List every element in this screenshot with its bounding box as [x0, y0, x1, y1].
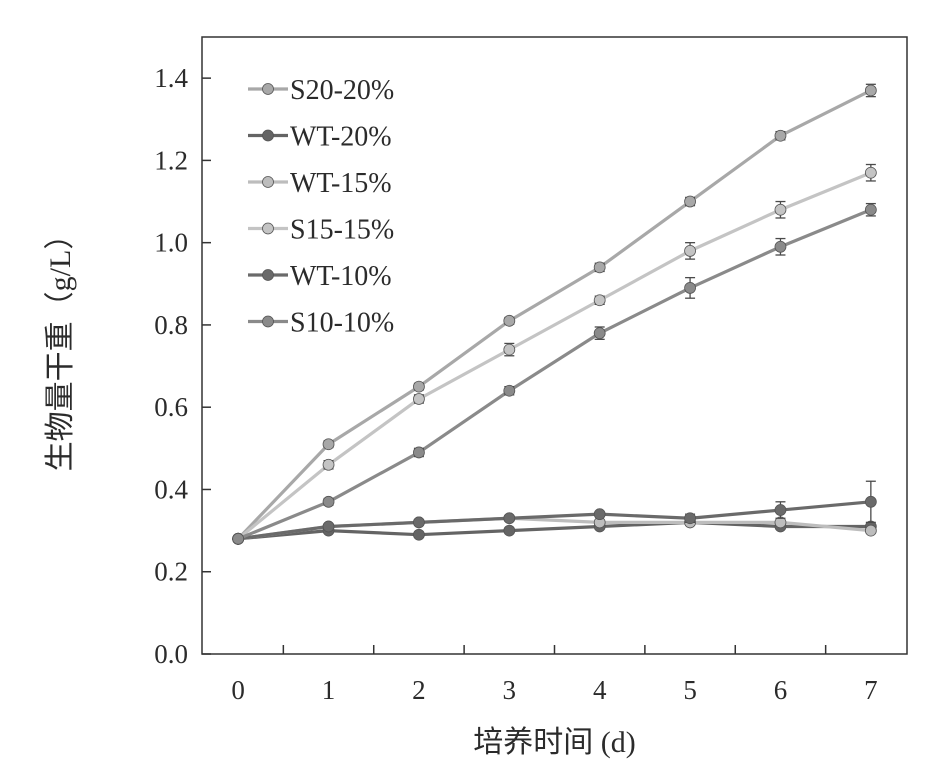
data-point	[594, 328, 605, 339]
legend-item: S20-20%	[248, 75, 394, 106]
legend-label: WT-20%	[290, 122, 392, 153]
data-point	[685, 282, 696, 293]
data-point	[323, 459, 334, 470]
data-point	[323, 496, 334, 507]
y-tick-label: 0.0	[154, 639, 188, 669]
legend-item: S10-10%	[248, 308, 394, 339]
x-tick-label: 7	[864, 675, 878, 705]
legend-swatch-marker	[263, 270, 274, 281]
data-point	[413, 381, 424, 392]
y-tick-label: 0.4	[154, 474, 188, 504]
data-point	[323, 439, 334, 450]
data-point	[504, 315, 515, 326]
data-point	[865, 85, 876, 96]
legend-item: WT-10%	[248, 261, 392, 292]
y-tick-label: 1.2	[154, 145, 188, 175]
data-point	[685, 196, 696, 207]
y-tick-label: 0.8	[154, 310, 188, 340]
legend: S20-20% WT-20% WT-15% S15-15% WT-10% S10-10%	[248, 75, 394, 339]
legend-item: WT-15%	[248, 168, 392, 199]
x-tick-label: 0	[231, 675, 245, 705]
data-point	[504, 513, 515, 524]
legend-label: S20-20%	[290, 75, 394, 106]
data-point	[775, 204, 786, 215]
x-tick-label: 5	[683, 675, 697, 705]
x-tick-label: 1	[322, 675, 336, 705]
data-point	[504, 525, 515, 536]
legend-swatch-marker	[263, 223, 274, 234]
x-tick-label: 2	[412, 675, 426, 705]
legend-label: WT-10%	[290, 261, 392, 292]
data-point	[233, 533, 244, 544]
data-point	[413, 393, 424, 404]
legend-label: WT-15%	[290, 168, 392, 199]
data-point	[865, 525, 876, 536]
legend-swatch-marker	[263, 130, 274, 141]
y-axis-title: 生物量干重（g/L）	[44, 220, 77, 472]
data-point	[413, 517, 424, 528]
x-tick-label: 3	[503, 675, 517, 705]
data-point	[504, 385, 515, 396]
data-point	[685, 245, 696, 256]
legend-label: S15-15%	[290, 215, 394, 246]
legend-swatch-marker	[263, 316, 274, 327]
data-point	[594, 295, 605, 306]
y-tick-label: 0.6	[154, 392, 188, 422]
x-tick-label: 6	[774, 675, 788, 705]
legend-item: WT-20%	[248, 122, 392, 153]
series-line	[238, 210, 871, 539]
legend-label: S10-10%	[290, 308, 394, 339]
data-point	[594, 262, 605, 273]
legend-swatch-marker	[263, 84, 274, 95]
data-point	[594, 509, 605, 520]
data-point	[865, 167, 876, 178]
legend-swatch-marker	[263, 177, 274, 188]
data-point	[504, 344, 515, 355]
data-point	[865, 496, 876, 507]
data-point	[323, 521, 334, 532]
data-point	[413, 447, 424, 458]
y-tick-label: 1.4	[154, 63, 188, 93]
data-point	[775, 241, 786, 252]
data-point	[775, 130, 786, 141]
y-tick-label: 1.0	[154, 228, 188, 258]
series-S10-10%	[233, 204, 877, 545]
x-axis-title: 培养时间 (d)	[473, 726, 635, 759]
y-tick-label: 0.2	[154, 557, 188, 587]
data-point	[865, 204, 876, 215]
data-point	[775, 505, 786, 516]
x-tick-label: 4	[593, 675, 607, 705]
legend-item: S15-15%	[248, 215, 394, 246]
data-point	[685, 513, 696, 524]
data-point	[413, 529, 424, 540]
